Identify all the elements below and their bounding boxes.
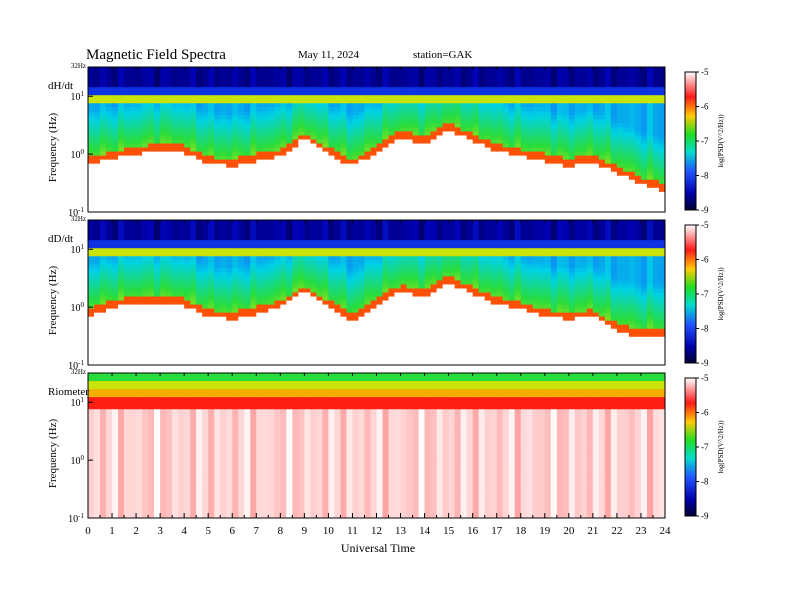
colorbar-tick-label: -8 — [701, 324, 709, 334]
y-tick-label: 100 — [71, 454, 85, 467]
x-tick-label: 20 — [563, 525, 575, 537]
y-top-label: 32Hz — [71, 368, 86, 376]
x-tick-label: 24 — [660, 525, 672, 537]
colorbar: -5 -6 -7 -8 -9 log(PSD(V^2/Hz)) — [684, 373, 725, 521]
panel-label: dH/dt — [48, 80, 73, 92]
x-tick-label: 21 — [587, 525, 598, 537]
time-axis: 0 1 2 3 4 5 6 7 8 9 10 11 12 13 14 15 16 17 18 19 20 21 22 23 24 — [85, 513, 671, 537]
figure-date: May 11, 2024 — [298, 49, 360, 61]
y-tick-label: 101 — [71, 243, 85, 256]
svg-text:101: 101 — [71, 90, 85, 103]
x-tick-label: 4 — [181, 525, 187, 537]
colorbar-tick-label: -9 — [701, 205, 709, 215]
y-tick-label: 100 — [71, 301, 85, 314]
x-tick-label: 23 — [635, 525, 647, 537]
x-tick-label: 0 — [85, 525, 91, 537]
x-tick-label: 19 — [539, 525, 551, 537]
x-tick-label: 15 — [443, 525, 455, 537]
colorbar-tick-label: -5 — [701, 220, 709, 230]
colorbar-tick-label: -6 — [701, 408, 709, 418]
x-tick-label: 12 — [371, 525, 382, 537]
colorbar-tick-label: -6 — [701, 102, 709, 112]
x-tick-label: 2 — [133, 525, 139, 537]
panel-riometer: Riometer 32Hz 101 100 10-1 Frequency (Hz) -5 -6… — [47, 368, 725, 525]
figure-title: Magnetic Field Spectra — [86, 47, 226, 63]
spectrogram-cells — [88, 220, 666, 366]
colorbar-tick-label: -5 — [701, 373, 709, 383]
y-tick-label: 10-1 — [68, 512, 84, 525]
colorbar-gradient — [684, 377, 697, 517]
colorbar-label: log(PSD(V^2/Hz)) — [717, 114, 725, 168]
x-tick-label: 22 — [611, 525, 622, 537]
colorbar-tick-label: -8 — [701, 477, 709, 487]
spectrogram-cells — [88, 67, 666, 213]
colorbar-tick-label: -7 — [701, 136, 709, 146]
y-axis-label: Frequency (Hz) — [47, 419, 59, 489]
x-tick-label: 5 — [205, 525, 211, 537]
x-tick-label: 9 — [302, 525, 308, 537]
x-tick-label: 10 — [323, 525, 335, 537]
x-tick-label: 6 — [230, 525, 236, 537]
y-top-label: 32Hz — [71, 215, 86, 223]
x-tick-label: 3 — [157, 525, 163, 537]
colorbar-tick-label: -7 — [701, 289, 709, 299]
colorbar-tick-label: -9 — [701, 358, 709, 368]
x-tick-label: 11 — [347, 525, 358, 537]
x-tick-label: 14 — [419, 525, 431, 537]
colorbar-tick-label: -6 — [701, 255, 709, 265]
x-tick-label: 8 — [278, 525, 284, 537]
x-tick-label: 16 — [467, 525, 479, 537]
x-tick-label: 1 — [109, 525, 115, 537]
y-axis-label: Frequency (Hz) — [47, 113, 59, 183]
colorbar-tick-label: -9 — [701, 511, 709, 521]
x-tick-label: 7 — [254, 525, 260, 537]
colorbar: -5 -6 -7 -8 -9 log(PSD(V^2/Hz)) — [684, 67, 725, 215]
colorbar-gradient — [684, 224, 697, 364]
colorbar-tick-label: -8 — [701, 171, 709, 181]
panel-label: Riometer — [48, 386, 89, 398]
y-tick-label: 100 — [71, 148, 85, 161]
x-tick-label: 18 — [515, 525, 527, 537]
colorbar-tick-label: -7 — [701, 442, 709, 452]
x-axis-label: Universal Time — [341, 541, 415, 555]
colorbar-label: log(PSD(V^2/Hz)) — [717, 420, 725, 474]
colorbar: -5 -6 -7 -8 -9 log(PSD(V^2/Hz)) — [684, 220, 725, 368]
colorbar-label: log(PSD(V^2/Hz)) — [717, 267, 725, 321]
figure-station: station=GAK — [413, 49, 472, 61]
colorbar-tick-label: -5 — [701, 67, 709, 77]
x-tick-label: 17 — [491, 525, 503, 537]
y-top-label: 32Hz — [71, 62, 86, 70]
x-tick-label: 13 — [395, 525, 407, 537]
colorbar-gradient — [684, 71, 697, 211]
y-tick-label: 101 — [71, 396, 85, 409]
panel-label: dD/dt — [48, 233, 73, 245]
y-axis-label: Frequency (Hz) — [47, 266, 59, 336]
spectrogram-cells — [88, 373, 666, 519]
svg-text:100: 100 — [71, 148, 85, 161]
y-tick-label: 101 — [71, 90, 85, 103]
